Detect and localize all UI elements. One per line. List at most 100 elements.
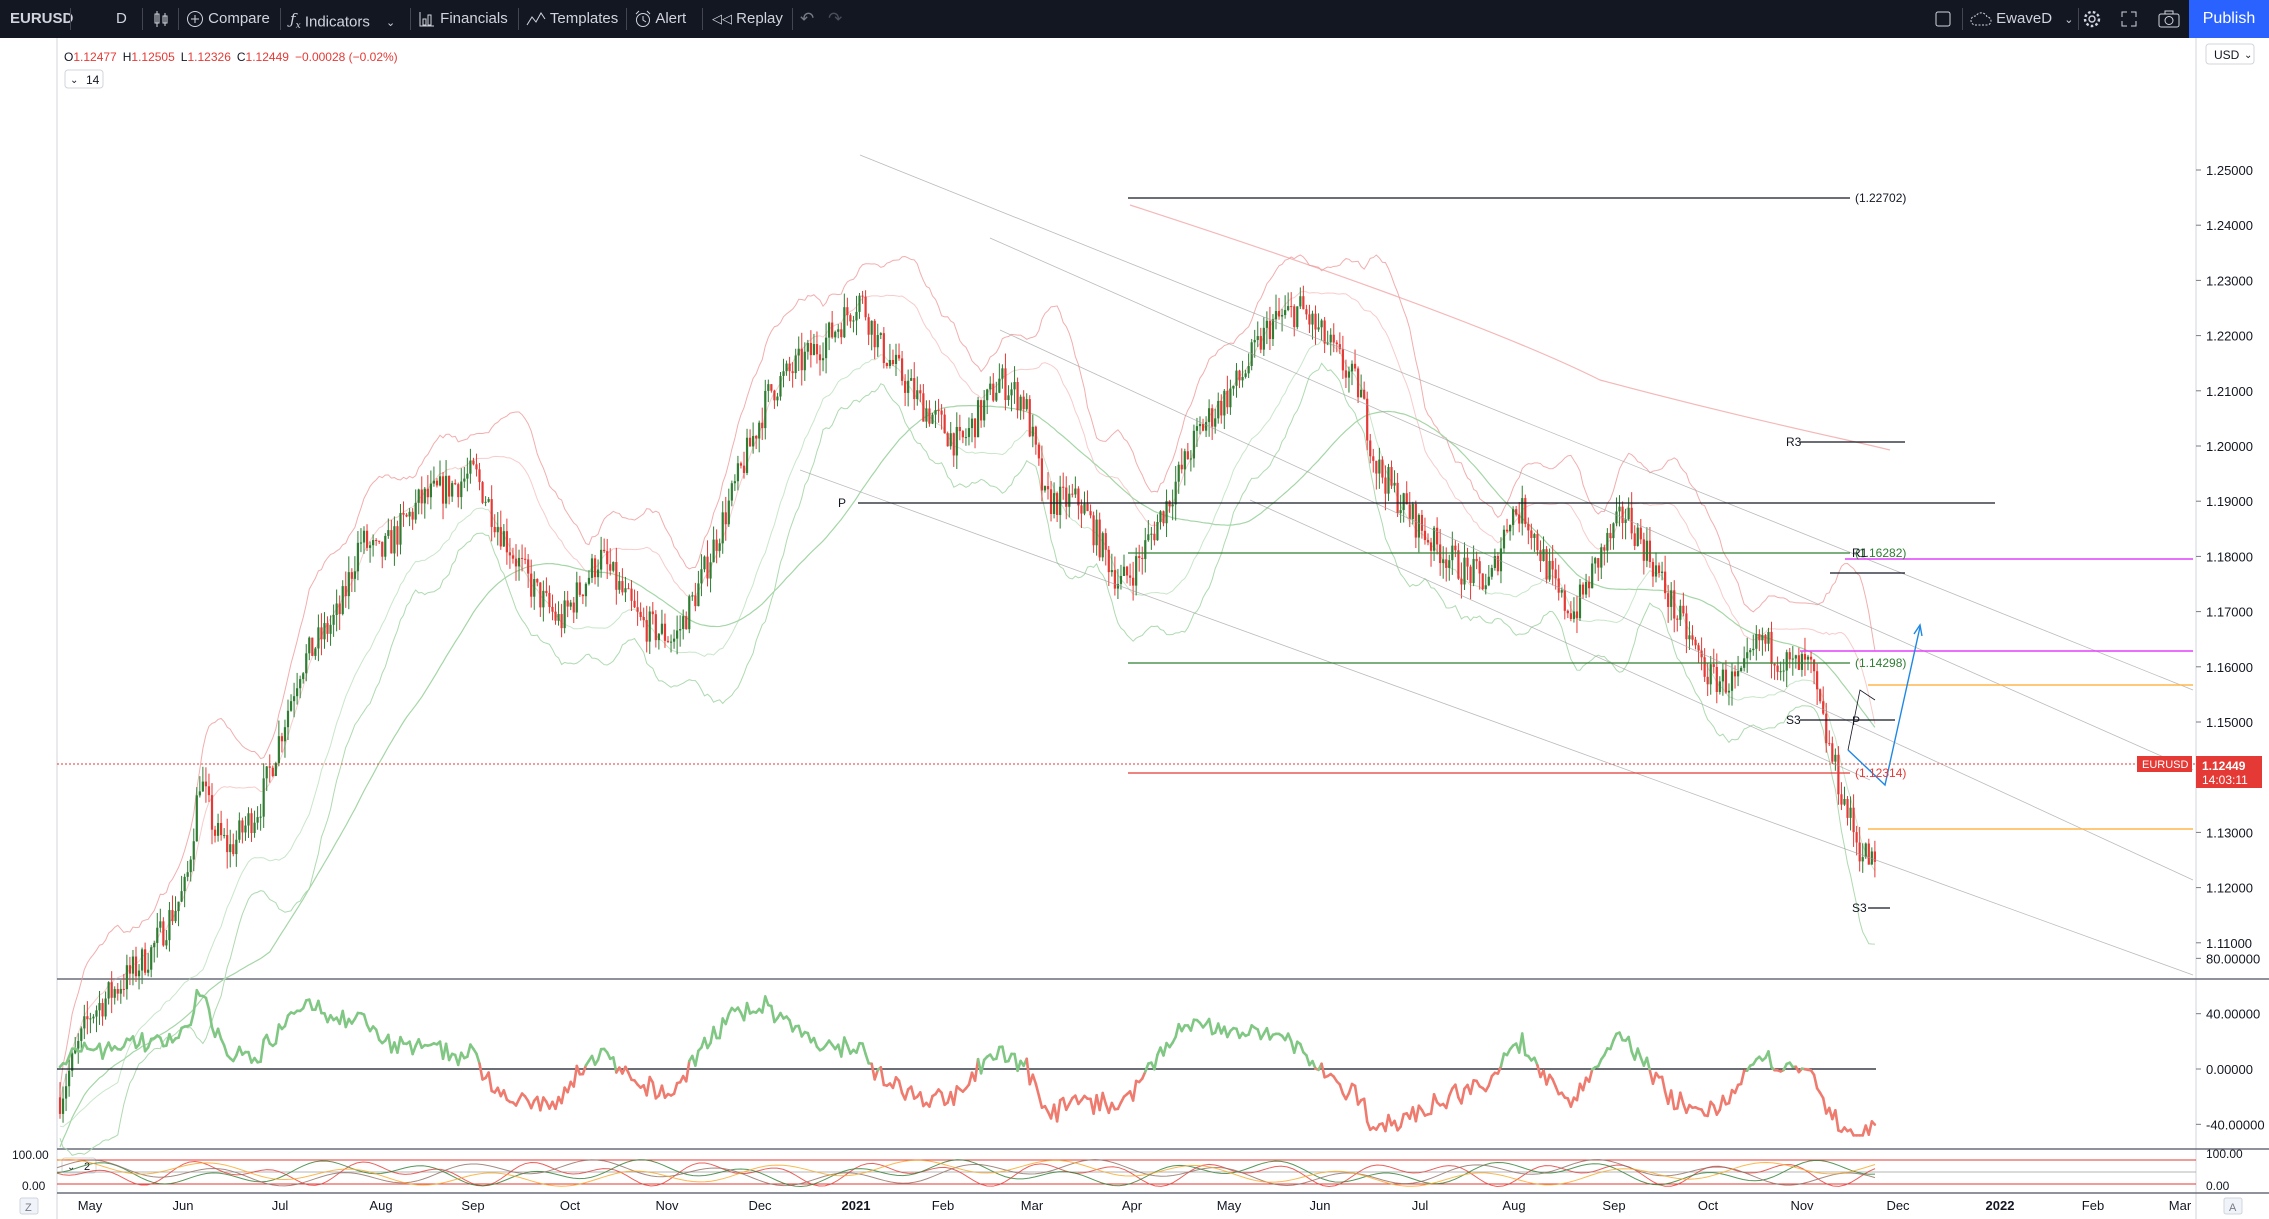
bar-chart-icon (419, 12, 434, 27)
candle-body (198, 791, 201, 796)
layout-menu[interactable]: EwaveD ⌄ (1970, 0, 2073, 38)
candle-body (651, 611, 654, 615)
publish-button[interactable]: Publish (2189, 0, 2269, 38)
candle-body (1229, 388, 1232, 408)
candle-body (663, 623, 667, 641)
candle-body (882, 333, 885, 364)
osc-line (1174, 1022, 1181, 1039)
time-label: Sep (1602, 1198, 1625, 1213)
indicators-button[interactable]: ƒx Indicators ⌄ (290, 0, 395, 38)
labels: (1.22702) (1.16282) (1.14298) (1.12314) P R1 R… (64, 50, 2262, 915)
redo-button[interactable]: ↷ (828, 0, 842, 38)
candle-body (791, 371, 794, 374)
osc-line (806, 1031, 813, 1044)
osc-line (1299, 1042, 1305, 1054)
candle-body (1432, 527, 1436, 551)
osc-line (222, 1044, 229, 1057)
candle-body (1679, 605, 1682, 620)
candles (58, 285, 1876, 1123)
replay-button[interactable]: ◁◁ Replay (712, 0, 783, 38)
candle-body (396, 526, 399, 545)
candle-body (1341, 349, 1344, 371)
osc-line (1055, 1098, 1062, 1123)
fullscreen-toggle[interactable] (1934, 0, 1952, 38)
candle-body (71, 1053, 74, 1071)
osc-line (575, 1064, 582, 1076)
candle-body (846, 307, 849, 316)
undo-button[interactable]: ↶ (800, 0, 814, 38)
candle-body (1618, 506, 1621, 512)
candle-body (1545, 549, 1548, 580)
alert-button[interactable]: Alert (634, 0, 686, 38)
candle-body (1287, 306, 1290, 311)
time-label: Aug (369, 1198, 392, 1213)
candle-body (1843, 798, 1846, 805)
chart-canvas[interactable]: 1.25000 1.24000 1.23000 1.22000 1.21000 1.200… (0, 38, 2269, 1219)
compare-button[interactable]: Compare (186, 0, 270, 38)
templates-button[interactable]: Templates (526, 0, 618, 38)
candle-body (420, 489, 423, 504)
candle-body (1028, 399, 1031, 437)
price-tick-label: 1.24000 (2206, 218, 2253, 233)
candle-body (1834, 754, 1837, 762)
osc-line (1727, 1088, 1734, 1105)
candle-body (1575, 611, 1579, 619)
candle-body (1350, 363, 1354, 372)
candle-body (1505, 529, 1509, 532)
osc-line (812, 1036, 819, 1049)
candle-body (429, 483, 432, 498)
candle-body (177, 901, 180, 912)
interval-button[interactable]: D (116, 10, 127, 27)
candle-body (1241, 376, 1244, 381)
candle-body (1320, 320, 1323, 328)
osc-line (265, 1033, 272, 1045)
candle-body (609, 564, 612, 571)
candle-body (1445, 559, 1448, 568)
trend-channel-line (1249, 499, 1871, 781)
legend-l_label: L (181, 50, 188, 64)
candle-body (472, 460, 475, 465)
divider (702, 8, 703, 30)
osc-line (1554, 1085, 1561, 1096)
candle-body (548, 593, 551, 607)
candle-body (1429, 542, 1433, 551)
candle-body (1581, 584, 1585, 595)
legend-h: 1.12505 (131, 50, 175, 64)
osc2-left-bottom: 0.00 (22, 1179, 46, 1193)
chart-type-button[interactable] (152, 0, 170, 38)
candle-body (137, 970, 141, 977)
candle-body (934, 410, 937, 415)
candle-body (134, 956, 138, 977)
candle-body (274, 763, 277, 776)
candle-body (596, 569, 600, 578)
candle-body (1554, 569, 1557, 579)
candle-body (162, 921, 165, 946)
candle-body (1499, 548, 1503, 572)
templates-label: Templates (549, 10, 619, 27)
s3-lower-label: S3 (1852, 901, 1867, 915)
candle-body (1235, 370, 1238, 386)
osc-line (216, 1027, 223, 1041)
candle-body (590, 558, 594, 578)
divider (142, 8, 143, 30)
candle-body (700, 569, 703, 584)
settings-button[interactable] (2082, 0, 2102, 38)
indicator-param: 14 (86, 73, 100, 87)
candle-body (1299, 296, 1302, 307)
symbol-search[interactable]: EURUSD (10, 10, 74, 27)
osc-line (745, 1001, 752, 1015)
fullscreen-button[interactable] (2120, 0, 2138, 38)
financials-button[interactable]: Financials (418, 0, 508, 38)
candle-body (305, 653, 308, 674)
candle-body (666, 640, 670, 642)
candle-body (916, 390, 919, 400)
snapshot-button[interactable] (2158, 0, 2180, 38)
osc-line (1153, 1053, 1159, 1071)
osc-line (1545, 1073, 1551, 1086)
candle-body (1004, 368, 1007, 400)
candle-body (1037, 444, 1040, 459)
osc-line (928, 1094, 934, 1108)
candle-body (986, 389, 989, 401)
candle-body (621, 581, 624, 593)
candle-body (554, 611, 557, 621)
